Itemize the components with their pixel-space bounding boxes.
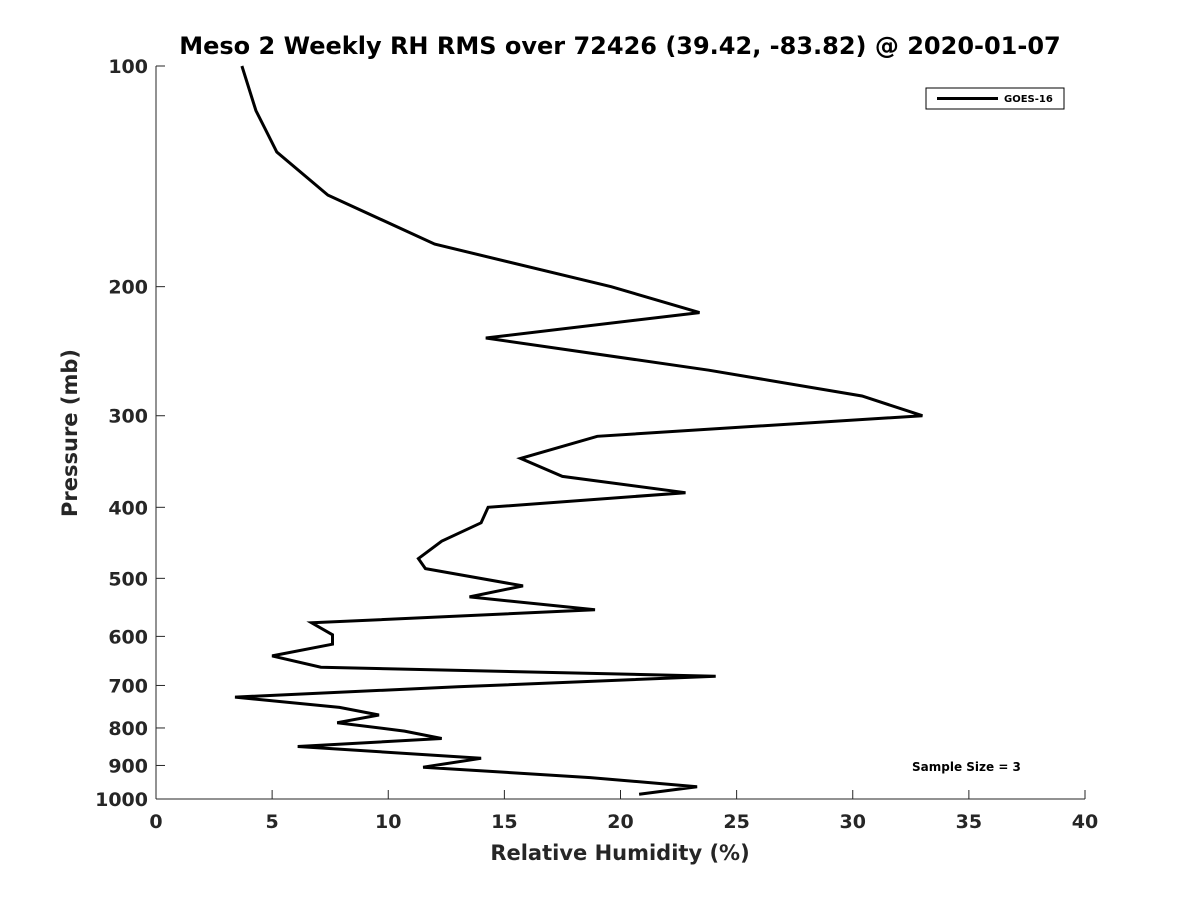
- y-tick-label: 200: [108, 277, 148, 299]
- y-tick-label: 400: [108, 497, 148, 519]
- legend: GOES-16: [925, 87, 1065, 110]
- y-tick-label: 900: [108, 755, 148, 777]
- y-tick-label: 500: [108, 568, 148, 590]
- x-tick-label: 25: [723, 811, 749, 833]
- x-tick-label: 10: [375, 811, 401, 833]
- series-line-goes-16: [234, 65, 923, 796]
- x-tick-label: 35: [956, 811, 982, 833]
- y-tick-label: 600: [108, 626, 148, 648]
- y-axis-label: Pressure (mb): [58, 349, 82, 517]
- x-tick-label: 20: [607, 811, 633, 833]
- x-axis-label: Relative Humidity (%): [490, 841, 749, 865]
- x-tick-label: 30: [840, 811, 866, 833]
- series-group: [234, 65, 923, 796]
- legend-label: GOES-16: [1004, 94, 1053, 105]
- y-tick-label: 300: [108, 406, 148, 428]
- y-tick-label: 100: [108, 56, 148, 78]
- x-tick-label: 0: [149, 811, 162, 833]
- y-tick-label: 1000: [95, 789, 148, 811]
- axes: 0 5 10 15 20 25 30 35 40 100 200 300 400 500 600 700 800…: [95, 56, 1098, 833]
- x-tick-label: 5: [266, 811, 279, 833]
- x-tick-label: 15: [491, 811, 517, 833]
- y-tick-label: 800: [108, 718, 148, 740]
- x-tick-label: 40: [1072, 811, 1098, 833]
- sample-size-annotation: Sample Size = 3: [912, 760, 1021, 774]
- chart-title: Meso 2 Weekly RH RMS over 72426 (39.42, …: [179, 32, 1061, 60]
- y-tick-label: 700: [108, 675, 148, 697]
